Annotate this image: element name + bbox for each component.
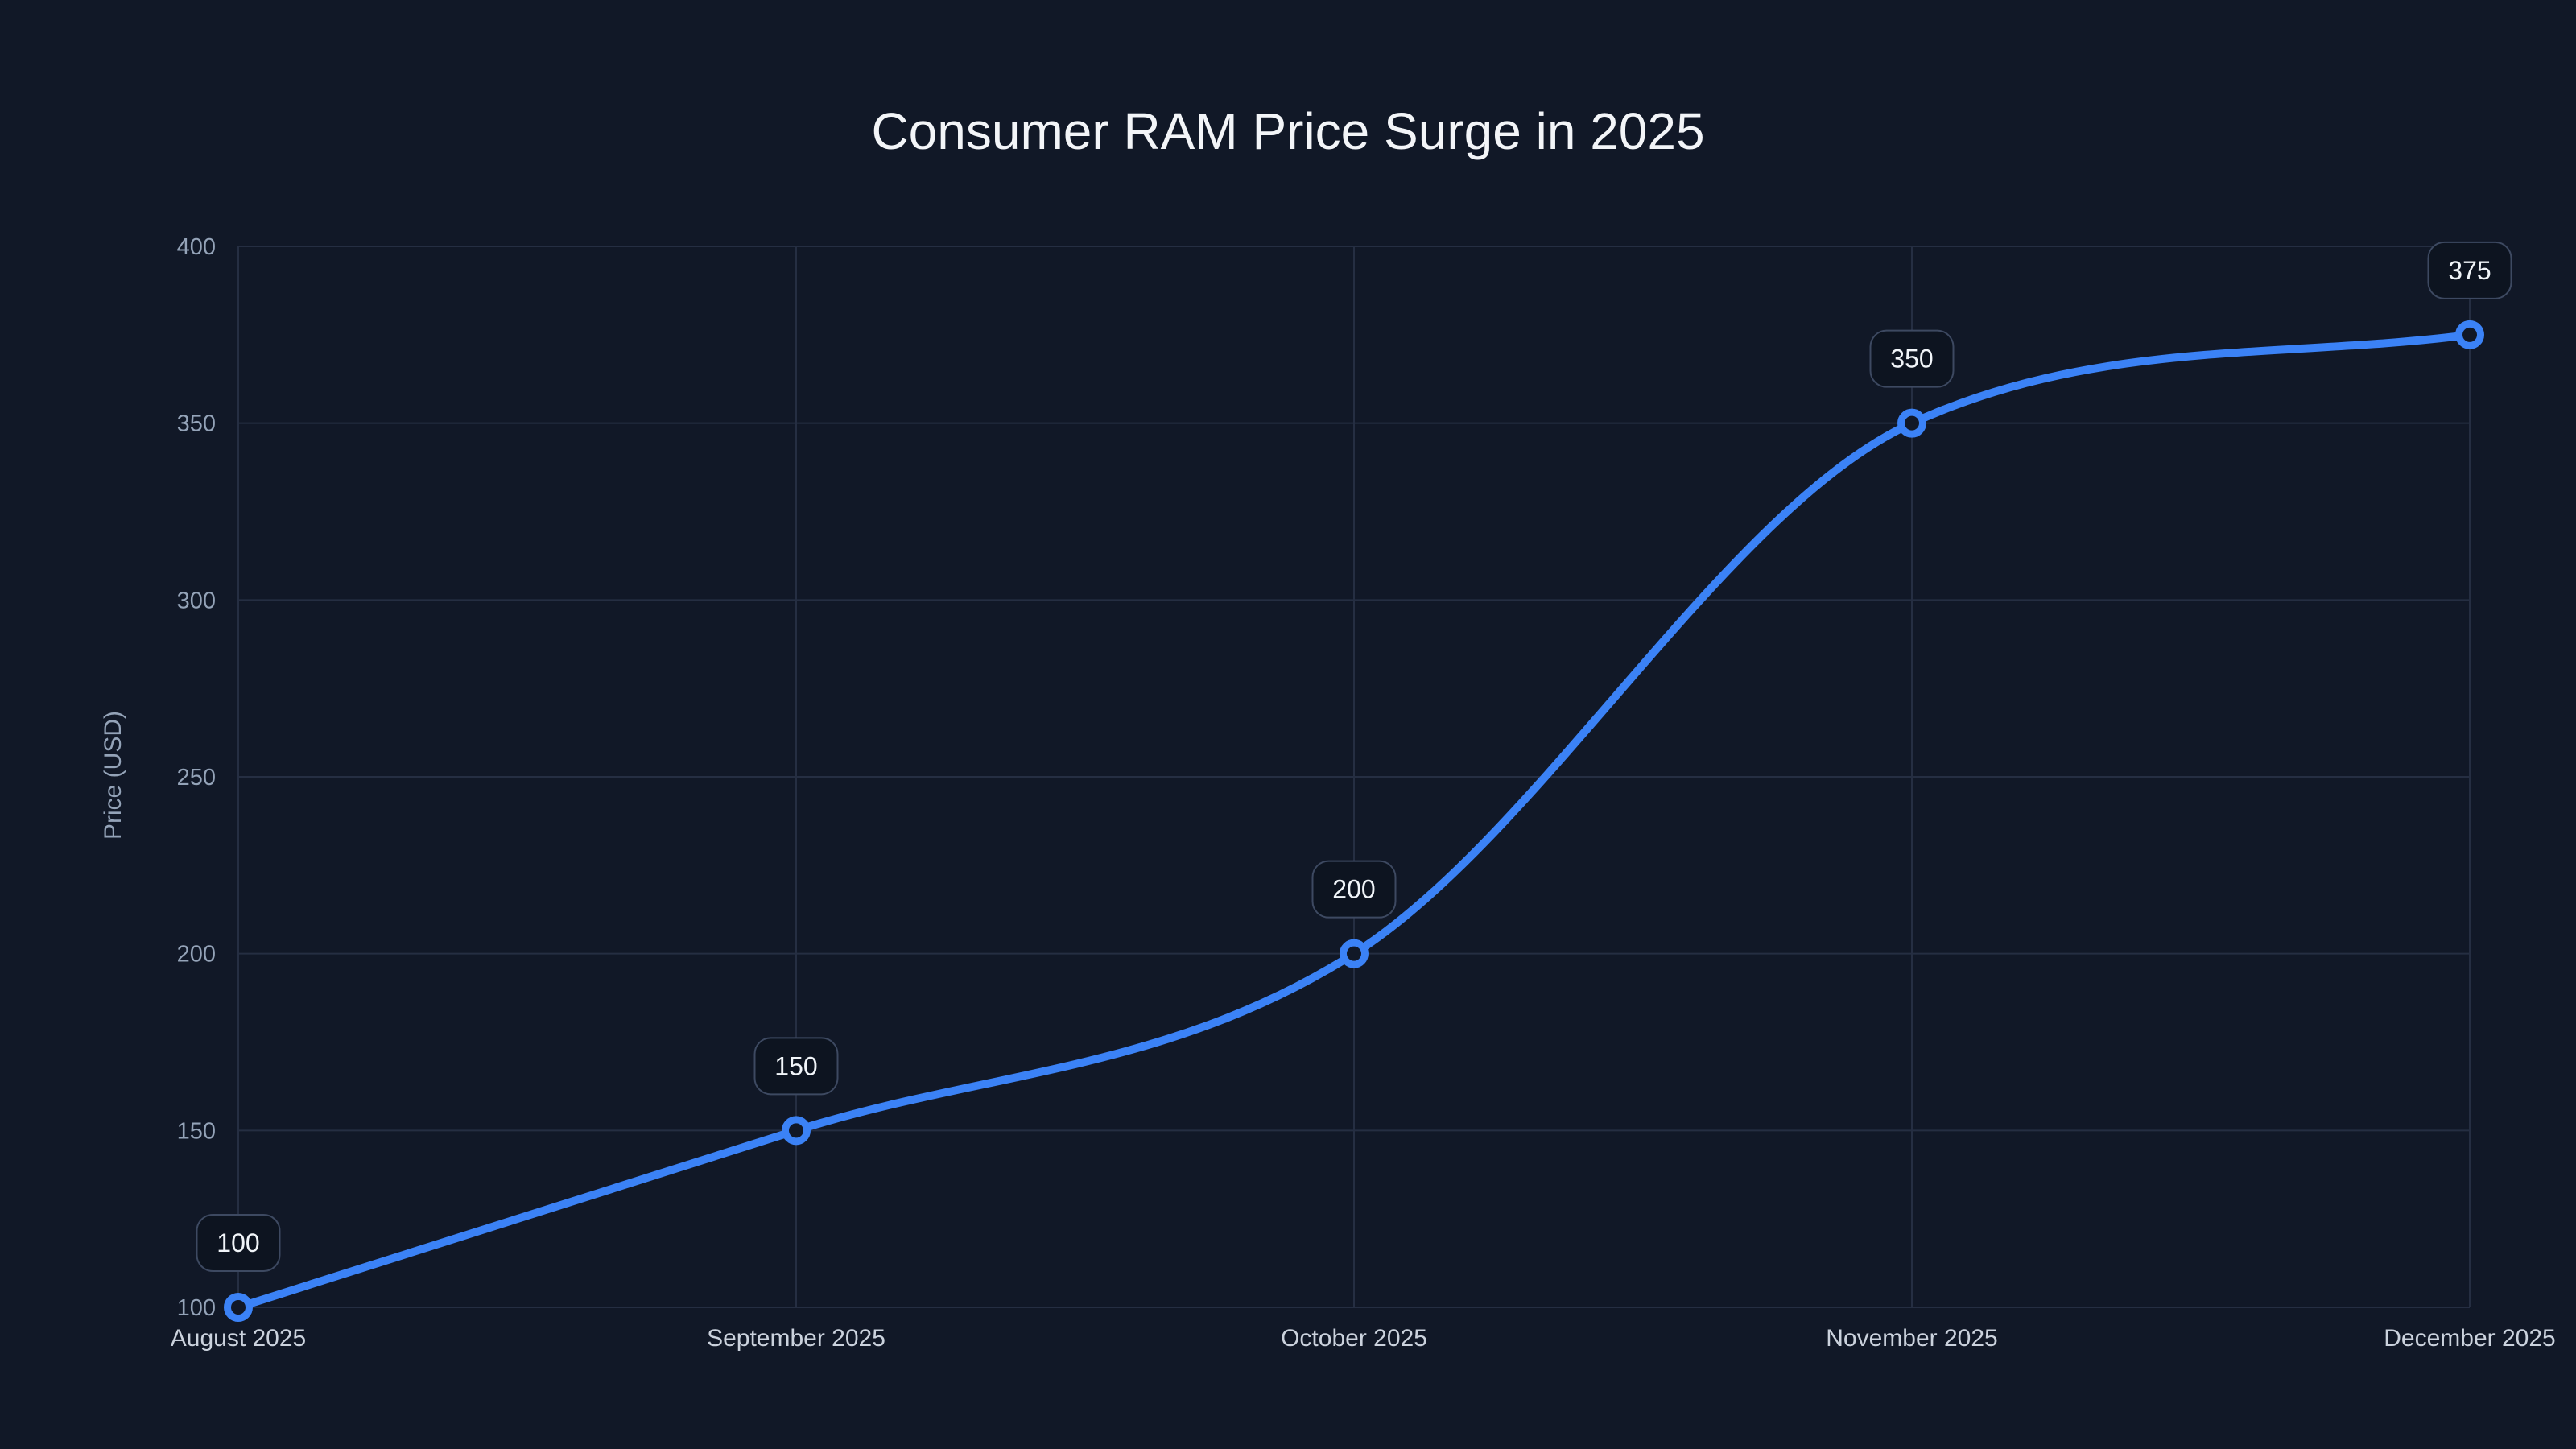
y-axis-tick-label: 400 (177, 234, 216, 260)
data-point-label: 100 (217, 1228, 259, 1257)
data-point-label-box (753, 1037, 839, 1096)
x-axis-label: November 2025 (1826, 1325, 1997, 1352)
x-axis-label: October 2025 (1281, 1325, 1427, 1352)
y-axis-tick-label: 150 (177, 1118, 216, 1144)
data-point[interactable] (224, 1293, 253, 1322)
data-point-label: 200 (1332, 875, 1375, 904)
data-point[interactable] (782, 1116, 811, 1146)
y-axis-tick-label: 350 (177, 411, 216, 437)
y-axis-tick-label: 100 (177, 1295, 216, 1321)
x-axis-label: December 2025 (2384, 1325, 2555, 1352)
x-axis-label: September 2025 (707, 1325, 886, 1352)
data-point-label-box (1311, 860, 1397, 919)
data-point[interactable] (2455, 320, 2484, 349)
y-axis-tick-label: 250 (177, 765, 216, 791)
data-point-label-box (1869, 329, 1955, 388)
data-point-label: 375 (2448, 256, 2491, 285)
y-axis-tick-label: 300 (177, 588, 216, 613)
series-line (234, 330, 2474, 1311)
data-point-label-box (2427, 241, 2512, 299)
chart-title: Consumer RAM Price Surge in 2025 (871, 102, 1705, 160)
data-point[interactable] (1897, 408, 1926, 438)
data-point-label: 150 (774, 1051, 817, 1080)
data-point-label: 350 (1890, 345, 1933, 374)
data-point-label-box (196, 1214, 281, 1272)
y-axis-tick-label: 200 (177, 942, 216, 968)
x-axis-label: August 2025 (171, 1325, 306, 1352)
data-point[interactable] (1340, 939, 1368, 968)
